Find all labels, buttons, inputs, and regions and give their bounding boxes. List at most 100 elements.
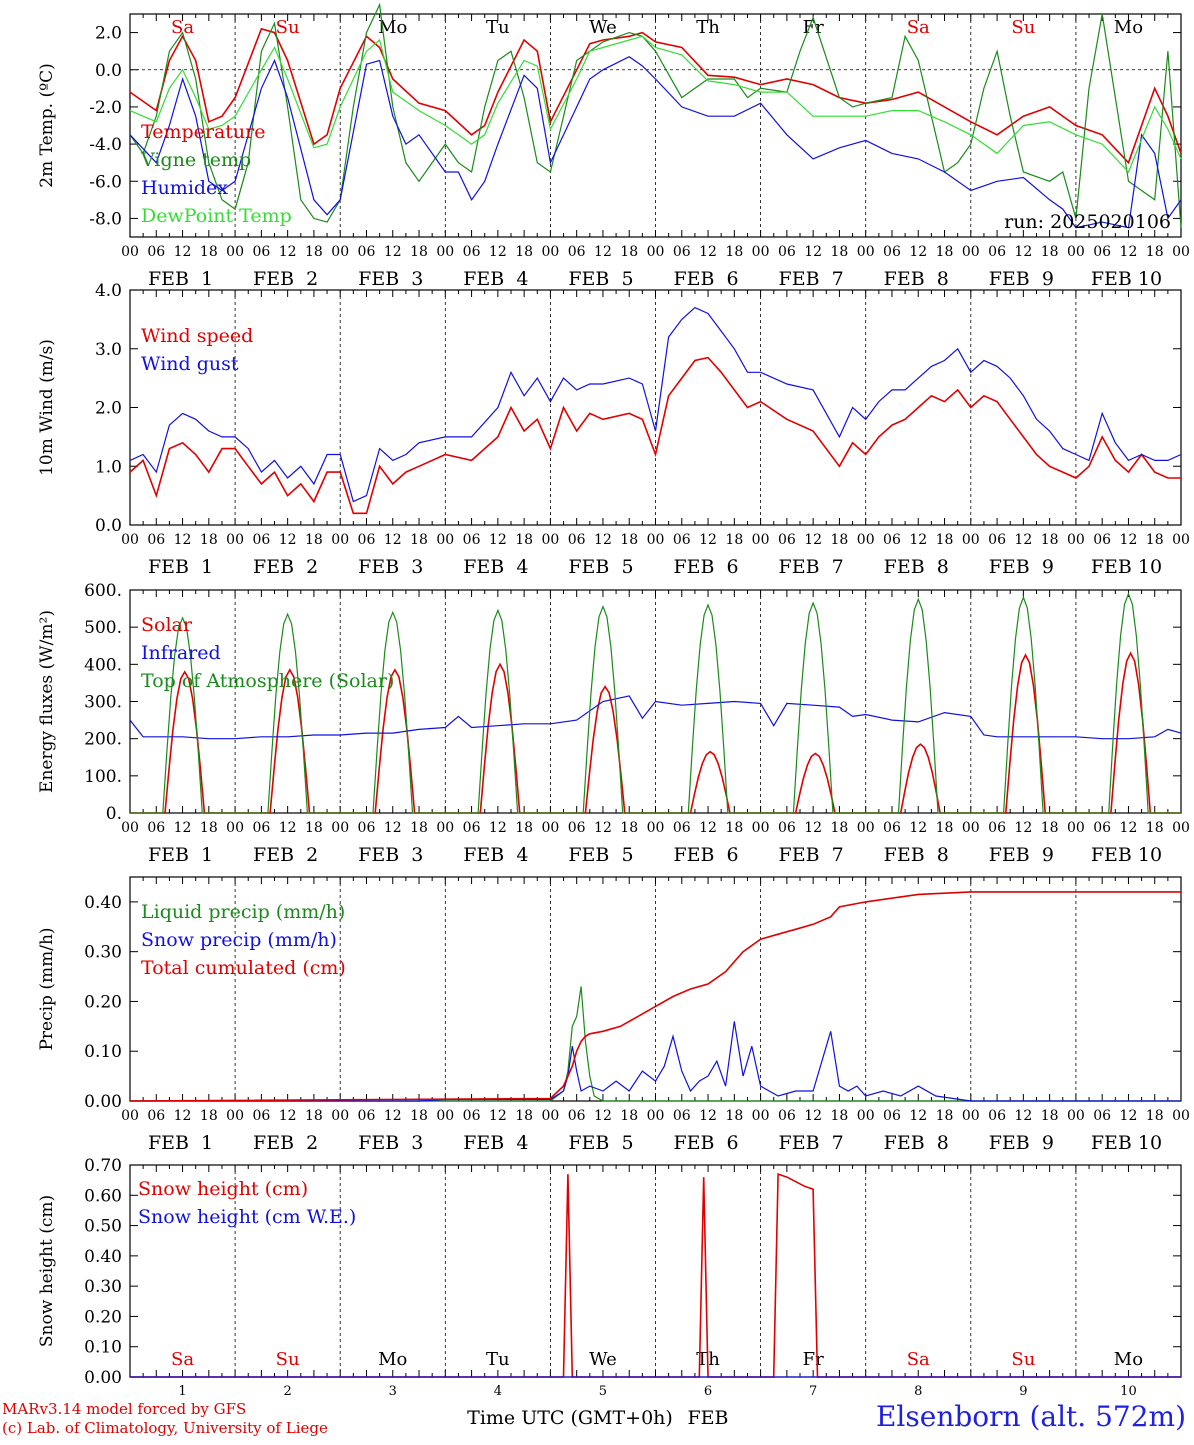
date-label: FEB 5	[568, 844, 633, 866]
day-number-label: 4	[494, 1384, 502, 1399]
panel-4: 0.00 0.10 0.20 0.30 0.40 Precip (mm/h) 00 06 12 1…	[37, 876, 1190, 1154]
hour-tick-label: 18	[936, 1108, 954, 1124]
hour-tick-label: 06	[147, 1108, 165, 1124]
hour-tick-label: 06	[568, 532, 586, 548]
date-label: FEB 2	[253, 844, 318, 866]
panel-5: 0.00 0.10 0.20 0.30 0.40 0.50 0.60 0.70 Snow hei…	[37, 1156, 1182, 1388]
hour-tick-label: 18	[620, 532, 638, 548]
legend-entry: Temperature	[141, 121, 265, 143]
y-tick-label: 0.0	[95, 61, 122, 81]
weekday-label: Sa	[907, 17, 930, 38]
hour-tick-label: 12	[489, 244, 507, 260]
day-number-label: 10	[1120, 1384, 1137, 1399]
hour-tick-label: 18	[200, 244, 218, 260]
weekday-label: We	[589, 1349, 617, 1370]
hour-tick-label: 06	[673, 1108, 691, 1124]
hour-tick-label: 12	[1120, 532, 1138, 548]
hour-tick-label: 06	[147, 820, 165, 836]
hour-tick-label: 18	[410, 244, 428, 260]
hour-tick-label: 18	[831, 1108, 849, 1124]
hour-tick-label: 00	[331, 1108, 349, 1124]
hour-tick-label: 12	[699, 820, 717, 836]
legend-entry: Wind speed	[141, 325, 253, 347]
hour-tick-label: 12	[699, 244, 717, 260]
hour-tick-label: 06	[883, 244, 901, 260]
day-number-label: 2	[284, 1384, 292, 1399]
hour-tick-label: 06	[988, 532, 1006, 548]
series-line-top-of-atmosphere-solar-	[130, 591, 1181, 814]
date-label: FEB 7	[779, 556, 844, 578]
y-tick-label: 0.20	[84, 1307, 122, 1327]
day-number-label: 8	[914, 1384, 922, 1399]
month-label: FEB	[687, 1407, 728, 1429]
legend-entry: Infrared	[141, 642, 221, 664]
hour-tick-label: 00	[436, 820, 454, 836]
date-label: FEB 3	[358, 844, 423, 866]
hour-tick-label: 12	[804, 1108, 822, 1124]
hour-tick-label: 18	[1146, 532, 1164, 548]
hour-tick-label: 18	[936, 244, 954, 260]
y-tick-label: 0.30	[84, 943, 122, 963]
y-tick-label: 1.0	[95, 457, 122, 477]
date-label: FEB 1	[148, 1132, 213, 1154]
hour-tick-label: 06	[1093, 820, 1111, 836]
hour-tick-label: 12	[594, 532, 612, 548]
hour-tick-label: 12	[594, 1108, 612, 1124]
y-tick-label: 0.20	[84, 992, 122, 1012]
weekday-label: Su	[1011, 17, 1035, 38]
hour-tick-label: 00	[226, 820, 244, 836]
hour-tick-label: 00	[1172, 532, 1190, 548]
y-tick-label: 0.50	[84, 1217, 122, 1237]
hour-tick-label: 06	[1093, 1108, 1111, 1124]
hour-tick-label: 00	[1067, 1108, 1085, 1124]
hour-tick-label: 00	[121, 244, 139, 260]
weekday-label: We	[589, 17, 617, 38]
hour-tick-label: 18	[725, 820, 743, 836]
hour-tick-label: 12	[384, 532, 402, 548]
day-number-label: 1	[178, 1384, 186, 1399]
hour-tick-label: 00	[857, 244, 875, 260]
hour-tick-label: 06	[778, 532, 796, 548]
weekday-label: Mo	[1114, 17, 1143, 38]
date-label: FEB 6	[673, 844, 738, 866]
hour-tick-label: 06	[252, 820, 270, 836]
y-axis-label: Precip (mm/h)	[37, 927, 57, 1050]
y-tick-label: 500.	[84, 618, 122, 638]
date-label: FEB 9	[989, 556, 1054, 578]
hour-tick-label: 18	[1041, 244, 1059, 260]
hour-tick-label: 06	[883, 1108, 901, 1124]
y-tick-label: 0.70	[84, 1156, 122, 1176]
hour-tick-label: 06	[568, 244, 586, 260]
hour-tick-label: 00	[962, 244, 980, 260]
y-axis-label: 2m Temp. (ºC)	[37, 63, 57, 188]
hour-tick-label: 06	[1093, 532, 1111, 548]
hour-tick-label: 00	[962, 820, 980, 836]
date-label: FEB 2	[253, 556, 318, 578]
hour-tick-label: 18	[725, 532, 743, 548]
hour-tick-label: 18	[620, 1108, 638, 1124]
y-tick-label: 2.0	[95, 399, 122, 419]
hour-tick-label: 06	[463, 820, 481, 836]
hour-tick-label: 18	[831, 244, 849, 260]
date-label: FEB 10	[1091, 844, 1162, 866]
hour-tick-label: 06	[1093, 244, 1111, 260]
lab-credit: (c) Lab. of Climatology, University of L…	[2, 1419, 328, 1437]
hour-tick-label: 00	[962, 1108, 980, 1124]
hour-tick-label: 00	[857, 1108, 875, 1124]
hour-tick-label: 18	[515, 532, 533, 548]
legend-entry: Wind gust	[141, 353, 239, 375]
series-line-humidex	[129, 56, 1182, 229]
hour-tick-label: 00	[1172, 820, 1190, 836]
hour-tick-label: 00	[541, 1108, 559, 1124]
weekday-label: Mo	[378, 1349, 407, 1370]
hour-tick-label: 00	[436, 244, 454, 260]
y-tick-label: -6.0	[89, 172, 122, 192]
hour-tick-label: 00	[331, 532, 349, 548]
hour-tick-label: 06	[358, 244, 376, 260]
hour-tick-label: 00	[226, 244, 244, 260]
series-line-wind-gust	[129, 306, 1182, 503]
model-credit: MARv3.14 model forced by GFS	[2, 1400, 247, 1418]
hour-tick-label: 12	[909, 532, 927, 548]
hour-tick-label: 00	[1172, 244, 1190, 260]
hour-tick-label: 06	[673, 244, 691, 260]
